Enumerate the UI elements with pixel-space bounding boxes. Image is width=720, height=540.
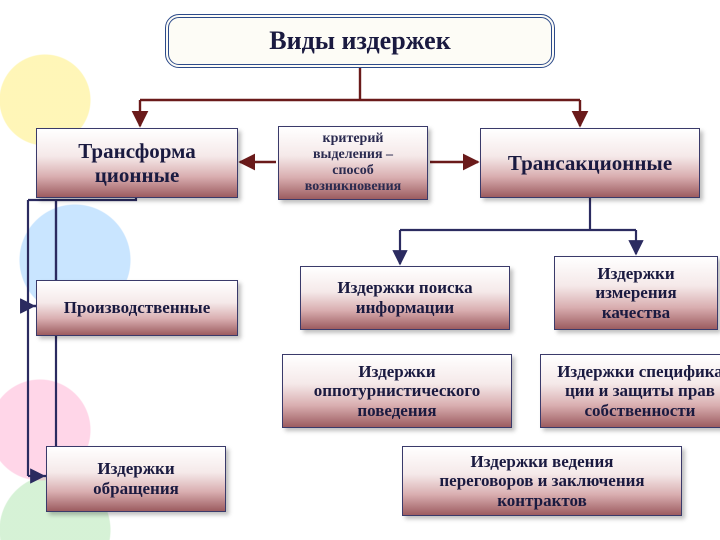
node-property-rights: Издержки специфика ции и защиты прав соб… — [540, 354, 720, 428]
node-production: Производственные — [36, 280, 238, 336]
node-quality-measure: Издержки измерения качества — [554, 256, 718, 330]
node-transactional: Трансакционные — [480, 128, 700, 198]
node-transformational: Трансформа ционные — [36, 128, 238, 198]
node-circulation: Издержки обращения — [46, 446, 226, 512]
title-box: Виды издержек — [165, 14, 555, 68]
node-negotiation: Издержки ведения переговоров и заключени… — [402, 446, 682, 516]
node-opportunistic: Издержки оппотурнистического поведения — [282, 354, 512, 428]
node-search-info: Издержки поиска информации — [300, 266, 510, 330]
node-criteria: критерий выделения – способ возникновени… — [278, 126, 428, 200]
